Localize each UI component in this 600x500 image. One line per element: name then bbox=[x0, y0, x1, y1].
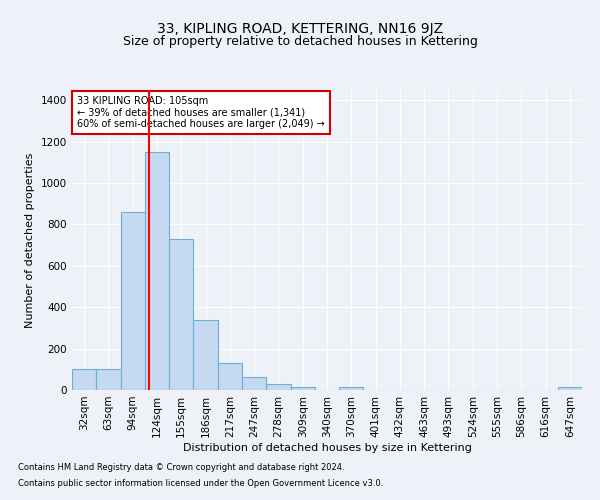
Bar bbox=[242, 376, 266, 390]
Bar bbox=[218, 363, 242, 390]
Bar bbox=[169, 239, 193, 390]
Text: Size of property relative to detached houses in Kettering: Size of property relative to detached ho… bbox=[122, 35, 478, 48]
X-axis label: Distribution of detached houses by size in Kettering: Distribution of detached houses by size … bbox=[182, 442, 472, 452]
Bar bbox=[96, 370, 121, 390]
Y-axis label: Number of detached properties: Number of detached properties bbox=[25, 152, 35, 328]
Bar bbox=[145, 152, 169, 390]
Bar bbox=[266, 384, 290, 390]
Text: 33 KIPLING ROAD: 105sqm
← 39% of detached houses are smaller (1,341)
60% of semi: 33 KIPLING ROAD: 105sqm ← 39% of detache… bbox=[77, 96, 325, 129]
Text: Contains public sector information licensed under the Open Government Licence v3: Contains public sector information licen… bbox=[18, 478, 383, 488]
Bar bbox=[290, 387, 315, 390]
Text: 33, KIPLING ROAD, KETTERING, NN16 9JZ: 33, KIPLING ROAD, KETTERING, NN16 9JZ bbox=[157, 22, 443, 36]
Bar bbox=[558, 387, 582, 390]
Bar bbox=[193, 320, 218, 390]
Bar bbox=[339, 387, 364, 390]
Text: Contains HM Land Registry data © Crown copyright and database right 2024.: Contains HM Land Registry data © Crown c… bbox=[18, 464, 344, 472]
Bar bbox=[121, 212, 145, 390]
Bar bbox=[72, 370, 96, 390]
